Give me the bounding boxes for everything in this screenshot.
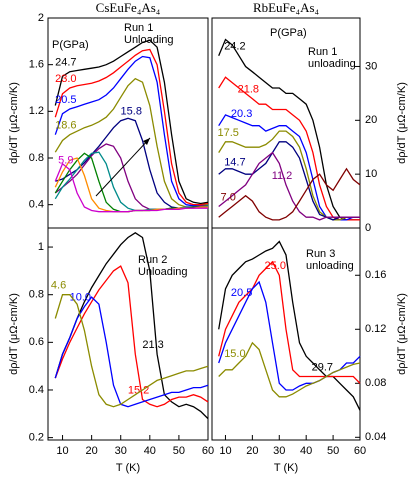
series-line: [218, 141, 360, 221]
series-line: [54, 143, 208, 210]
series-label: 24.7: [55, 57, 76, 69]
annotation: Run 1: [308, 46, 337, 58]
annotation: Run 3: [306, 248, 335, 260]
y-tick-label: 0.4: [29, 199, 44, 211]
annotation: Run 1: [124, 22, 153, 34]
series-line: [54, 265, 209, 408]
annotation: Unloading: [138, 266, 188, 278]
annotation: Run 2: [138, 254, 167, 266]
x-tick-label: 50: [173, 445, 185, 457]
plot-frame: [47, 227, 209, 441]
y-tick-label: 0: [365, 222, 371, 234]
x-axis-label: T (K): [274, 462, 298, 474]
series-line: [54, 296, 209, 408]
series-label: 21.3: [142, 339, 163, 351]
series-label: 20.5: [55, 94, 76, 106]
y-tick-label: 1.6: [29, 59, 44, 71]
series-line: [54, 48, 209, 206]
series-label: 10.0: [70, 292, 91, 304]
x-tick-label: 30: [115, 445, 127, 457]
series-line: [54, 162, 208, 213]
series-line: [218, 240, 361, 411]
y-axis-label: dρ/dT (μΩ-cm/K): [8, 82, 20, 164]
series-label: 25.0: [265, 260, 286, 272]
x-tick-label: 50: [327, 445, 339, 457]
series-line: [54, 232, 209, 420]
arrow: [95, 137, 151, 197]
series-line: [218, 130, 360, 221]
x-tick-label: 40: [144, 445, 156, 457]
series-label: 24.2: [224, 41, 245, 53]
series-label: 29.7: [312, 361, 333, 373]
y-axis-label: dρ/dT (μΩ-cm/K): [396, 293, 408, 375]
series-label: 20.5: [231, 287, 252, 299]
y-tick-label: 0.8: [29, 152, 44, 164]
series-label: 15.0: [224, 348, 245, 360]
series-label: 20.3: [231, 108, 252, 120]
series-line: [218, 76, 360, 221]
series-line: [218, 260, 361, 384]
annotation: unloading: [308, 58, 356, 70]
series-line: [54, 77, 209, 208]
series-line: [218, 167, 361, 221]
x-tick-label: 60: [354, 445, 366, 457]
series-line: [218, 38, 360, 221]
panel-title: RbEuFe₄As₄: [253, 0, 320, 15]
series-label: 23.0: [55, 73, 76, 85]
series-label: 15.8: [121, 106, 142, 118]
y-axis-label: dρ/dT (μΩ-cm/K): [396, 82, 408, 164]
y-tick-label: 0.4: [29, 384, 44, 396]
series-label: 4.6: [51, 280, 66, 292]
y-tick-label: 30: [365, 60, 377, 72]
y-tick-label: 1: [38, 241, 44, 253]
series-label: 7.0: [221, 191, 236, 203]
y-tick-label: 0.2: [29, 432, 44, 444]
y-tick-label: 1.2: [29, 105, 44, 117]
y-tick-label: 2: [38, 12, 44, 24]
series-label: 18.6: [55, 120, 76, 132]
annotation: Unloading: [124, 34, 174, 46]
series-label: 21.8: [238, 84, 259, 96]
series-line: [54, 55, 209, 207]
y-tick-label: 0.8: [29, 289, 44, 301]
x-tick-label: 40: [300, 445, 312, 457]
y-axis-label: dρ/dT (μΩ-cm/K): [8, 293, 20, 375]
y-tick-label: 0.08: [365, 377, 386, 389]
series-label: 15.2: [128, 384, 149, 396]
series-label: 14.7: [224, 156, 245, 168]
y-tick-label: 0.12: [365, 323, 386, 335]
series-line: [218, 341, 361, 398]
panel-title: CsEuFe₄As₄: [96, 0, 161, 15]
y-tick-label: 0.04: [365, 431, 386, 443]
x-tick-label: 10: [219, 445, 231, 457]
arrow-head: [143, 138, 150, 145]
y-tick-label: 10: [365, 168, 377, 180]
plot-frame: [211, 227, 361, 441]
series-label: 5.9: [58, 155, 73, 167]
x-tick-label: 60: [202, 445, 214, 457]
series-label: 11.2: [272, 170, 293, 182]
series-line: [54, 39, 209, 205]
series-label: 17.5: [217, 127, 238, 139]
y-tick-label: 0.6: [29, 336, 44, 348]
y-tick-label: 0.16: [365, 269, 386, 281]
y-tick-label: 20: [365, 114, 377, 126]
x-tick-label: 20: [246, 445, 258, 457]
x-tick-label: 20: [86, 445, 98, 457]
series-line: [218, 151, 360, 221]
x-tick-label: 30: [273, 445, 285, 457]
annotation: unloading: [306, 260, 354, 272]
annotation: P(GPa): [270, 27, 307, 39]
annotation: P(GPa): [52, 39, 89, 51]
x-tick-label: 10: [56, 445, 68, 457]
x-axis-label: T (K): [116, 462, 140, 474]
series-line: [54, 294, 209, 408]
